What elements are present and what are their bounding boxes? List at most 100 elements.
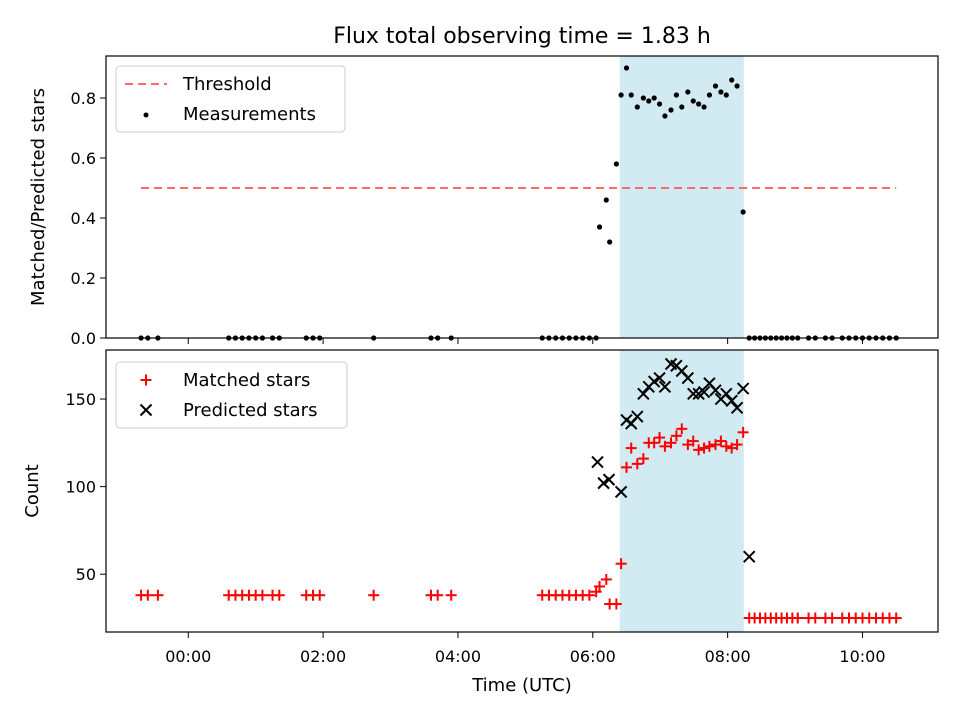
measurement-point	[668, 107, 674, 113]
measurement-point	[628, 92, 634, 98]
x-tick-label: 10:00	[839, 647, 885, 666]
predicted-stars-point	[709, 384, 722, 397]
matched-stars-point	[698, 442, 710, 454]
legend-matched-marker	[140, 374, 152, 386]
matched-stars-point	[445, 589, 457, 601]
measurement-point	[679, 104, 685, 110]
predicted-stars-point	[736, 382, 750, 395]
measurement-point	[623, 65, 630, 71]
measurement-point	[706, 92, 713, 98]
legend-predicted-label: Predicted stars	[183, 400, 317, 421]
count-legend: Matched stars Predicted stars	[115, 361, 348, 429]
ratio-marks	[138, 65, 899, 341]
measurement-point	[607, 239, 613, 245]
measurement-point	[685, 89, 691, 95]
matched-stars-point	[737, 426, 749, 438]
measurement-point	[673, 92, 679, 98]
measurement-point	[723, 92, 729, 98]
measurement-point	[734, 83, 740, 89]
bot-y-tick-label: 150	[65, 390, 96, 409]
matched-stars-point	[600, 573, 612, 585]
measurement-point	[618, 92, 624, 98]
matched-stars-point	[890, 612, 902, 624]
measurement-point	[651, 95, 657, 101]
legend-measurements-marker	[143, 112, 149, 118]
matched-stars-point	[610, 598, 622, 610]
measurement-point	[696, 101, 702, 107]
bot-y-tick-label: 50	[76, 565, 96, 584]
matched-stars-point	[687, 435, 699, 447]
legend-measurements-label: Measurements	[183, 104, 316, 125]
measurement-point	[690, 98, 696, 104]
measurement-point	[596, 224, 603, 230]
matched-stars-point	[826, 612, 838, 624]
matched-stars-point	[703, 440, 715, 452]
predicted-stars-point	[597, 476, 610, 490]
count-legend-box	[115, 361, 348, 429]
predicted-stars-point	[720, 387, 733, 400]
measurement-point	[646, 98, 652, 104]
matched-stars-point	[720, 440, 732, 452]
matched-stars-point	[631, 458, 643, 470]
top-y-tick-label: 0.2	[71, 269, 96, 288]
x-tick-label: 02:00	[300, 647, 346, 666]
matched-stars-point	[715, 435, 727, 447]
chart-title: Flux total observing time = 1.83 h	[333, 24, 711, 49]
matched-stars-point	[665, 437, 677, 449]
measurement-point	[656, 101, 663, 107]
matched-stars-point	[792, 612, 804, 624]
matched-stars-point	[637, 453, 649, 465]
bot-y-tick-label: 100	[65, 478, 96, 497]
matched-stars-point	[594, 580, 606, 592]
matched-stars-point	[621, 461, 633, 473]
matched-stars-point	[432, 589, 444, 601]
predicted-stars-point	[725, 394, 738, 408]
ratio-legend: Threshold Measurements	[115, 65, 346, 133]
ratio-plot-frame	[105, 55, 939, 339]
matched-stars-point	[809, 612, 821, 624]
ratio-axes: 0.0 0.2 0.4 0.6 0.8	[71, 89, 863, 348]
count-panel: 50 100 150 00:00 02:00 04:00 06:00 08:00 10:00 C…	[22, 349, 939, 666]
matched-stars-point	[152, 589, 164, 601]
ratio-y-axis-label: Matched/Predicted stars	[28, 88, 49, 306]
predicted-stars-point	[591, 455, 604, 469]
matched-stars-point	[731, 439, 743, 451]
measurement-point	[712, 83, 719, 89]
predicted-stars-point	[658, 380, 672, 393]
measurement-point	[718, 89, 724, 95]
predicted-stars-point	[730, 401, 744, 415]
matched-stars-point	[368, 589, 380, 601]
ratio-legend-box	[115, 65, 346, 133]
predicted-stars-point	[697, 385, 711, 399]
matched-stars-point	[693, 444, 705, 456]
observing-window-shade	[619, 56, 744, 338]
measurement-point	[634, 104, 640, 110]
predicted-stars-point	[681, 371, 695, 385]
measurement-point	[740, 209, 746, 215]
ratio-panel: 0.00.20.40.60.8 Matched/Predicted stars …	[28, 55, 939, 348]
matched-stars-point	[583, 589, 595, 601]
matched-stars-point	[615, 558, 627, 570]
x-axis-label: Time (UTC)	[471, 675, 572, 696]
measurement-point	[640, 95, 646, 101]
measurement-point	[701, 104, 707, 110]
legend-predicted-cross	[139, 403, 153, 417]
top-y-tick-label: 0.6	[71, 149, 96, 168]
matched-stars-point	[625, 442, 637, 454]
count-axes: 50 100 150 00:00 02:00 04:00 06:00 08:00 10:00	[65, 390, 885, 666]
legend-predicted-marker	[139, 403, 153, 417]
count-marks	[135, 357, 902, 624]
matched-stars-point	[654, 432, 666, 444]
top-y-tick-label: 0.0	[71, 329, 96, 348]
x-tick-label: 08:00	[705, 647, 751, 666]
measurement-point	[613, 161, 619, 167]
matched-stars-point	[659, 440, 671, 452]
matched-stars-point	[670, 430, 682, 442]
x-tick-label: 06:00	[570, 647, 616, 666]
legend-matched-plus	[140, 374, 152, 386]
predicted-stars-point	[647, 375, 661, 388]
legend-matched-label: Matched stars	[183, 370, 310, 391]
matched-stars-point	[648, 437, 660, 449]
predicted-stars-point	[602, 473, 616, 486]
matched-stars-point	[314, 589, 326, 601]
